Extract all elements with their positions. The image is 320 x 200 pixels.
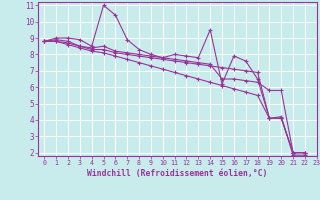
X-axis label: Windchill (Refroidissement éolien,°C): Windchill (Refroidissement éolien,°C) bbox=[87, 169, 268, 178]
